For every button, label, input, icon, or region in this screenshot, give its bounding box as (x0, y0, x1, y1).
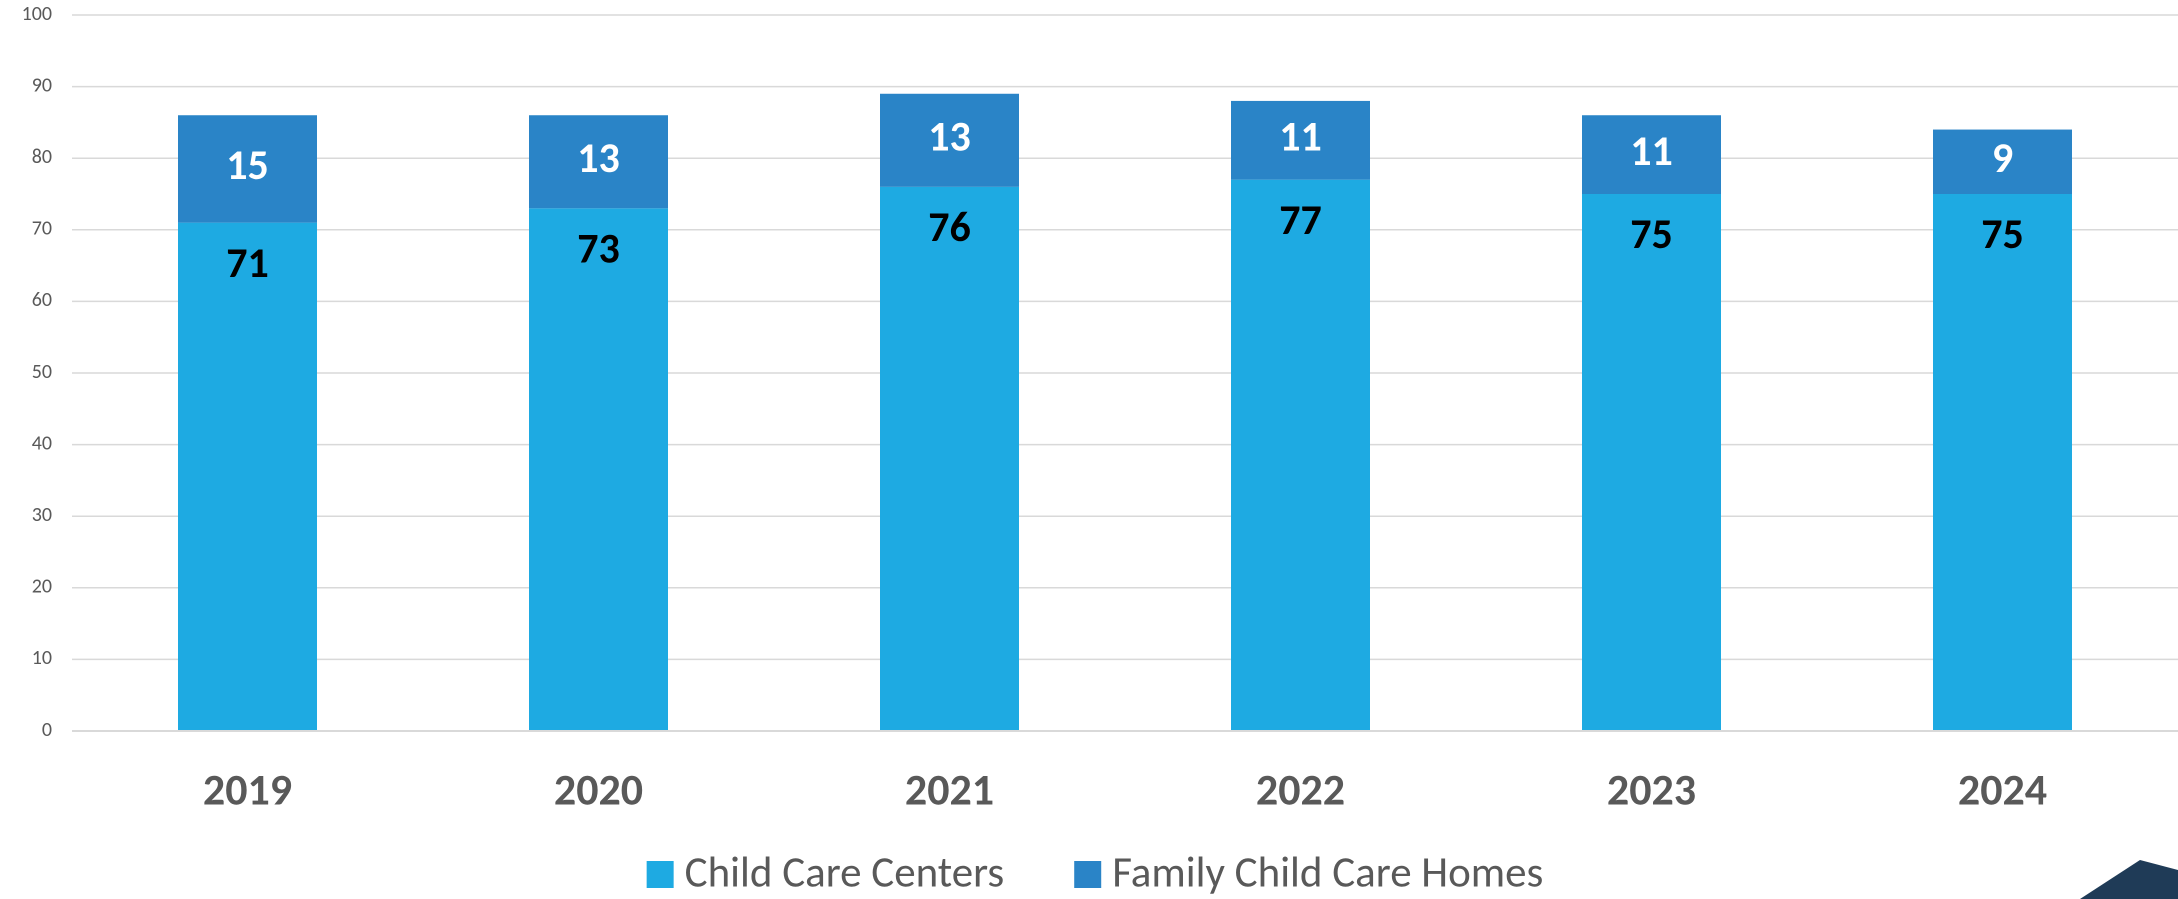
legend-label: Family Child Care Homes (1112, 845, 1543, 898)
y-tick-label: 40 (32, 431, 52, 455)
y-tick-label: 100 (22, 2, 52, 26)
legend-swatch (1074, 861, 1102, 888)
data-label: 76 (928, 202, 971, 253)
bar-segment (178, 222, 317, 731)
data-label: 13 (577, 133, 620, 184)
bar-segment (1582, 115, 1721, 194)
data-label: 11 (1279, 111, 1322, 162)
bar-segment (529, 208, 668, 731)
data-label: 9 (1992, 133, 2013, 184)
logo (2080, 860, 2178, 899)
bar-segment (1582, 194, 1721, 731)
bar-segment (1933, 194, 2072, 731)
x-tick-label: 2022 (1256, 763, 1345, 817)
y-tick-label: 70 (32, 217, 52, 241)
y-tick-label: 0 (42, 718, 52, 742)
bar-segment (880, 186, 1019, 732)
data-label: 13 (928, 111, 971, 162)
data-label: 71 (226, 238, 269, 289)
x-tick-label: 2021 (905, 763, 994, 817)
y-tick-label: 20 (32, 575, 52, 599)
x-tick-label: 2019 (203, 763, 292, 817)
y-tick-label: 60 (32, 288, 52, 312)
legend-swatch (646, 861, 674, 888)
bar-segment (1933, 129, 2072, 194)
data-label: 75 (1981, 209, 2024, 260)
bar-segment (1231, 179, 1370, 731)
bar-segment (178, 115, 317, 223)
x-tick-label: 2020 (554, 763, 643, 817)
data-label: 75 (1630, 209, 1673, 260)
data-label: 15 (226, 140, 269, 191)
y-tick-label: 80 (32, 145, 52, 169)
y-tick-label: 30 (32, 503, 52, 527)
data-label: 11 (1630, 126, 1673, 177)
data-label: 77 (1279, 195, 1322, 246)
y-tick-label: 90 (32, 73, 52, 97)
bar-segment (529, 115, 668, 209)
y-tick-label: 50 (32, 360, 52, 384)
legend-label: Child Care Centers (685, 845, 1005, 898)
bar-segment (880, 93, 1019, 187)
bar-segment (1231, 100, 1370, 180)
y-tick-label: 10 (32, 646, 52, 670)
x-tick-label: 2024 (1958, 763, 2047, 817)
x-tick-label: 2023 (1607, 763, 1696, 817)
data-label: 73 (577, 224, 620, 275)
